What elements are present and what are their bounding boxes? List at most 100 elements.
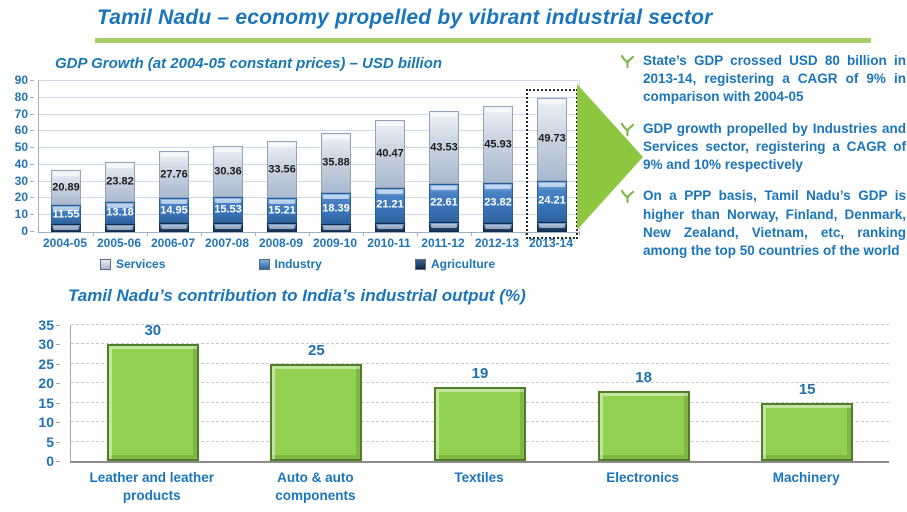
industry-bar [761, 402, 854, 461]
title-underline [95, 38, 871, 43]
bullet-text: GDP growth propelled by Industries and S… [643, 120, 906, 173]
y-tick-label: 30 [38, 336, 54, 353]
bar-segment-industry: 23.82 [483, 183, 513, 224]
bar-value-label: 27.76 [160, 168, 188, 181]
legend-label: Industry [274, 257, 322, 271]
bar-value-label: 23.82 [106, 175, 134, 188]
bar-group: 15.53 30.36 [201, 81, 255, 232]
y-axis-tick [30, 80, 34, 81]
y-axis-tick [30, 147, 34, 149]
bar-segment-industry: 18.39 [321, 193, 351, 225]
y-tick-label: 0 [21, 224, 28, 238]
bar-segment-services: 20.89 [51, 170, 81, 206]
y-axis-tick [30, 163, 34, 165]
bar-group: 25 [235, 325, 399, 461]
stacked-bar: 15.21 33.56 [267, 141, 297, 232]
y-axis-tick [30, 231, 34, 232]
bullet-item: State’s GDP crossed USD 80 billion in 20… [620, 52, 906, 107]
gridline [39, 113, 579, 115]
bar-value-label: 18.39 [322, 202, 350, 215]
y-axis-tick [56, 383, 60, 385]
x-tick-label: 2009-10 [312, 236, 358, 250]
bar-segment-industry: 11.55 [51, 205, 81, 225]
bar-value-label: 14.95 [160, 204, 188, 217]
growth-arrow-icon [577, 84, 643, 230]
y-tick-label: 80 [14, 89, 28, 104]
bar-group: 24.21 49.73 [525, 81, 579, 232]
bar-value-label: 15.21 [268, 204, 296, 217]
bar-segment-services: 27.76 [159, 151, 189, 199]
stacked-bar: 11.55 20.89 [51, 170, 81, 232]
bar-group: 15 [725, 325, 889, 461]
gridline [39, 96, 579, 98]
y-axis-tick [56, 325, 60, 326]
bar-value-label: 11.55 [52, 208, 80, 221]
y-tick-label: 15 [38, 394, 54, 411]
bar-segment-agriculture [51, 224, 81, 232]
legend-label: Services [116, 257, 166, 271]
gdp-chart-title: GDP Growth (at 2004-05 constant prices) … [55, 55, 443, 72]
y-tick-label: 0 [46, 453, 54, 469]
legend-item-services: Services [100, 257, 165, 271]
bar-segment-industry: 24.21 [537, 181, 567, 222]
gdp-y-axis: 0 10 20 30 40 50 60 70 80 90 [2, 74, 34, 237]
gridline [71, 382, 889, 384]
bullet-item: On a PPP basis, Tamil Nadu’s GDP is high… [620, 187, 906, 260]
y-axis-tick [30, 130, 34, 132]
gridline [39, 147, 579, 149]
x-axis-tick [309, 232, 310, 236]
bar-segment-services: 33.56 [267, 141, 297, 198]
bar-segment-services: 43.53 [429, 111, 459, 185]
x-axis-tick [579, 232, 580, 236]
bar-segment-agriculture [537, 221, 567, 232]
x-tick-label: 2006-07 [150, 236, 196, 250]
bar-group: 15.21 33.56 [255, 81, 309, 232]
bar-segment-agriculture [159, 223, 189, 232]
bar-value-label: 35.88 [322, 156, 350, 169]
bar-segment-services: 30.36 [213, 146, 243, 198]
legend-swatch-agriculture-icon [414, 258, 426, 270]
y-tick-label: 70 [14, 106, 28, 121]
y-axis-tick [30, 96, 34, 98]
x-tick-label: 2008-09 [258, 236, 304, 250]
industry-bar [106, 344, 199, 461]
y-tick-label: 20 [38, 375, 54, 392]
x-axis-tick [471, 232, 472, 236]
y-tick-label: 35 [38, 317, 54, 333]
x-axis-tick [363, 232, 364, 236]
bar-segment-industry: 13.18 [105, 201, 135, 224]
y-axis-tick [56, 363, 60, 365]
bar-value-label: 30 [144, 322, 162, 340]
bar-value-label: 23.82 [484, 196, 512, 209]
y-axis-tick [56, 422, 60, 424]
y-axis-tick [30, 180, 34, 182]
bar-value-label: 22.61 [430, 196, 458, 209]
bar-value-label: 30.36 [214, 165, 242, 178]
bar-segment-services: 40.47 [375, 119, 405, 188]
legend-swatch-industry-icon [258, 258, 270, 270]
gridline [39, 130, 579, 132]
bar-segment-agriculture [321, 224, 351, 232]
industry-bar [597, 391, 690, 461]
bar-group: 13.18 23.82 [93, 81, 147, 232]
stacked-bar: 13.18 23.82 [105, 161, 135, 232]
gdp-plot-area: 11.55 20.89 13.18 23.82 14.95 27.76 15.53 30.36… [38, 80, 580, 239]
bar-group: 14.95 27.76 [147, 81, 201, 232]
bar-value-label: 18 [635, 369, 652, 387]
bar-segment-services: 49.73 [537, 97, 567, 182]
bullet-item: GDP growth propelled by Industries and S… [620, 120, 906, 175]
y-axis-tick [30, 214, 34, 216]
x-category-label: Auto & auto components [275, 470, 356, 503]
gridline [39, 197, 579, 199]
stacked-bar: 18.39 35.88 [321, 133, 351, 232]
gridline [39, 214, 579, 216]
y-tick-label: 10 [38, 414, 54, 431]
x-category-label: Machinery [772, 470, 840, 485]
bar-segment-agriculture [105, 223, 135, 232]
y-tick-label: 50 [14, 140, 28, 155]
y-tick-label: 60 [14, 123, 28, 138]
y-axis-tick [56, 441, 60, 443]
bar-group: 30 [71, 322, 235, 461]
x-axis-tick [525, 232, 526, 236]
